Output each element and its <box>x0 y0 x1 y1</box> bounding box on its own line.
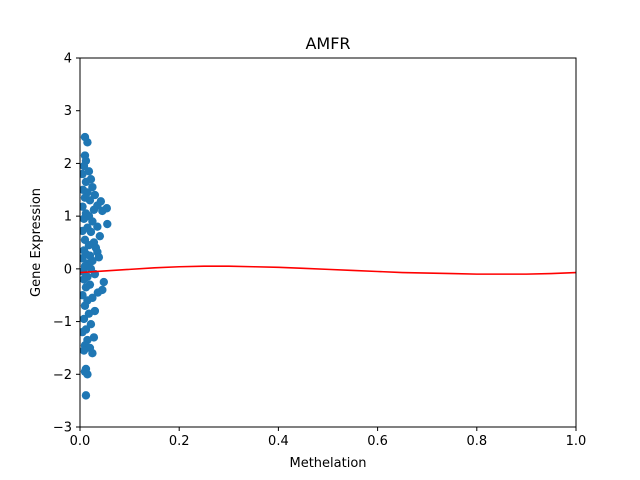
x-axis: 0.0 0.2 0.4 0.6 0.8 1.0 <box>70 427 587 449</box>
data-point <box>80 367 90 376</box>
data-point <box>84 167 94 176</box>
y-tick-label: 2 <box>64 157 72 172</box>
data-point <box>80 214 89 223</box>
y-axis: −3 −2 −1 0 1 2 3 4 <box>53 52 80 436</box>
data-point <box>94 253 104 262</box>
y-tick-label: −2 <box>53 368 72 383</box>
y-axis-label: Gene Expression <box>29 188 44 297</box>
data-point <box>80 169 87 179</box>
data-point <box>86 320 96 329</box>
x-tick-label: 0.4 <box>268 434 289 449</box>
y-tick-label: 0 <box>64 262 72 277</box>
plot-area <box>80 132 576 400</box>
data-point <box>81 283 91 292</box>
axes-frame <box>79 57 577 428</box>
data-point <box>95 231 105 241</box>
chart-title: AMFR <box>305 34 350 53</box>
x-tick-label: 0.0 <box>70 434 91 449</box>
data-point <box>81 391 91 400</box>
data-point <box>84 309 94 318</box>
data-point <box>88 217 97 226</box>
data-point <box>80 202 87 211</box>
data-point <box>84 240 94 250</box>
y-tick-label: −1 <box>53 315 72 330</box>
data-point <box>80 226 87 236</box>
data-point <box>99 277 109 287</box>
data-point <box>86 227 96 237</box>
data-point <box>80 275 89 284</box>
data-point <box>103 219 112 229</box>
data-point <box>80 301 90 310</box>
data-point <box>98 206 107 216</box>
data-point <box>93 288 103 297</box>
data-point <box>93 222 102 231</box>
x-tick-label: 0.2 <box>169 434 190 449</box>
x-axis-label: Methelation <box>289 456 366 471</box>
data-point <box>88 182 97 192</box>
data-point <box>80 327 87 337</box>
y-tick-label: 1 <box>64 210 72 225</box>
y-tick-label: −3 <box>53 421 72 436</box>
data-point <box>81 177 91 187</box>
data-point <box>89 205 99 215</box>
y-tick-label: 3 <box>64 104 72 119</box>
data-point <box>83 138 92 147</box>
data-point <box>80 314 89 324</box>
data-point <box>90 190 100 200</box>
x-tick-label: 1.0 <box>566 434 587 449</box>
fit-line <box>80 265 576 275</box>
data-point <box>88 349 97 358</box>
data-point <box>80 161 89 171</box>
y-tick-label: 4 <box>64 52 72 67</box>
data-point <box>80 346 89 355</box>
x-tick-label: 0.6 <box>367 434 388 449</box>
data-point <box>85 196 95 205</box>
data-point <box>89 333 99 342</box>
x-tick-label: 0.8 <box>466 434 487 449</box>
